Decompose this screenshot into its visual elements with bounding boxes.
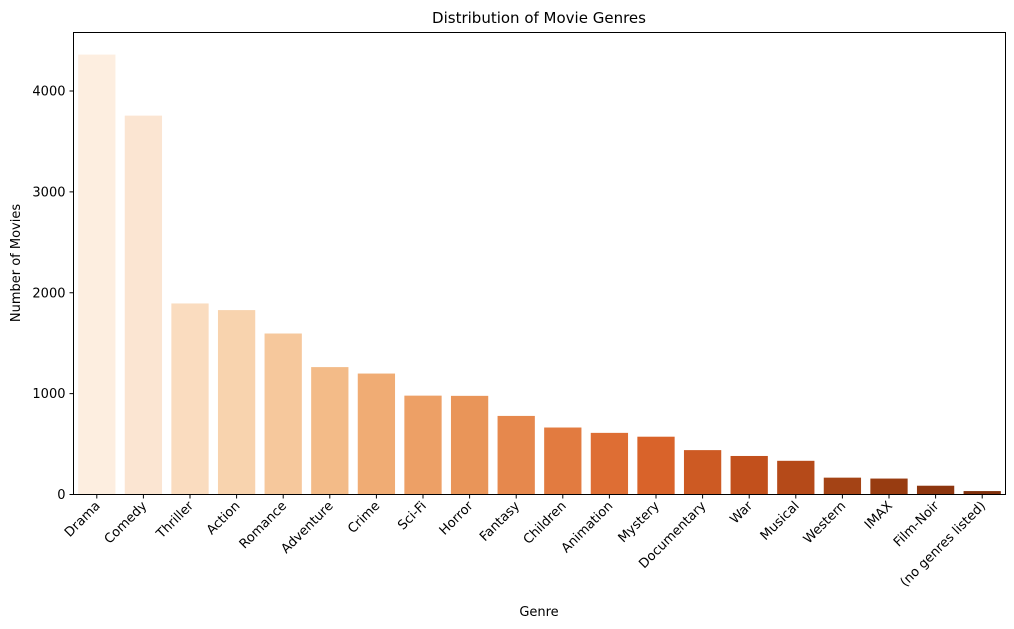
bar (777, 460, 815, 495)
x-tick-label: Thriller (153, 498, 197, 542)
y-tick-label: 0 (57, 488, 65, 503)
bar (450, 395, 489, 495)
bar (357, 373, 396, 495)
y-tick-label: 2000 (32, 286, 65, 301)
bar (916, 485, 955, 495)
bar (171, 303, 209, 495)
bar (637, 436, 675, 495)
bar (963, 491, 1001, 495)
x-tick-label: Western (801, 499, 849, 547)
bar (78, 54, 116, 495)
bar (311, 367, 349, 495)
x-tick-label: Action (204, 499, 243, 538)
x-tick-label: Comedy (102, 499, 151, 548)
y-tick-label: 3000 (32, 185, 65, 200)
bar (217, 310, 256, 495)
x-tick-label: Children (521, 499, 570, 548)
y-tick-label: 4000 (32, 85, 65, 100)
x-tick-label: Horror (437, 498, 477, 538)
bar (124, 115, 163, 495)
bar (823, 477, 862, 495)
x-tick-label: Drama (62, 499, 104, 541)
y-axis-label: Number of Movies (9, 204, 24, 322)
bar (404, 395, 442, 495)
x-axis-label: Genre (519, 605, 558, 620)
bar (497, 415, 535, 495)
plot-frame (73, 32, 1006, 495)
bar (590, 432, 629, 495)
chart-title: Distribution of Movie Genres (432, 9, 646, 27)
x-tick-label: Mystery (616, 499, 663, 546)
x-tick-label: Sci-Fi (395, 499, 430, 534)
x-tick-label: Fantasy (477, 499, 523, 545)
x-tick-label: (no genres listed) (898, 499, 989, 590)
bar (544, 427, 582, 495)
bar (683, 450, 722, 495)
y-tick-label: 1000 (32, 387, 65, 402)
x-tick-label: Musical (758, 499, 803, 544)
bar (730, 455, 768, 495)
x-tick-label: Crime (345, 499, 383, 537)
x-tick-label: War (728, 498, 757, 527)
x-tick-label: IMAX (862, 499, 896, 533)
bar (264, 333, 302, 495)
bar (870, 478, 908, 495)
